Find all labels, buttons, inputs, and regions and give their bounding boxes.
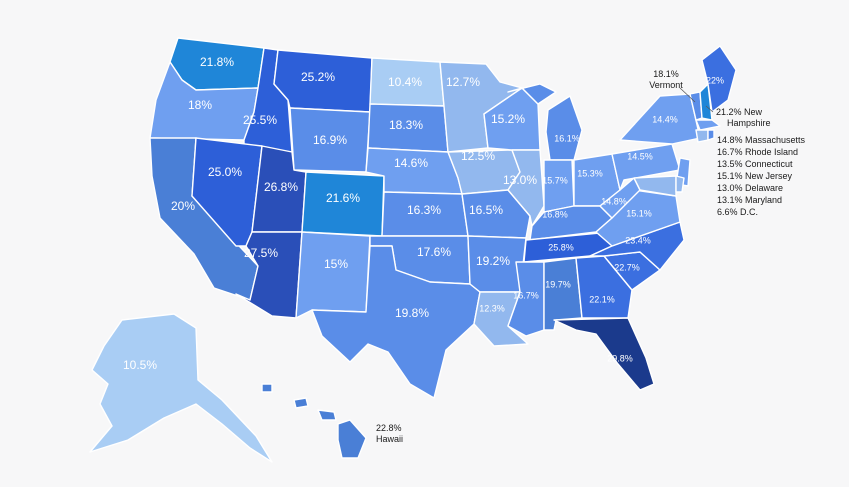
label-mo: 16.5% (469, 203, 503, 217)
label-fl: 29.8% (607, 353, 633, 363)
label-tn: 25.8% (548, 242, 574, 252)
label-ks: 16.3% (407, 203, 441, 217)
state-hi-1 (261, 383, 273, 393)
state-mi-upper (507, 83, 557, 105)
label-la: 12.3% (479, 303, 505, 313)
label-pa: 14.5% (627, 151, 653, 161)
label-ny: 14.4% (652, 114, 678, 124)
state-nm (295, 231, 371, 319)
annotation-list-4: 13.0% Delaware (717, 183, 783, 193)
label-mi: 16.1% (554, 133, 580, 143)
state-me (701, 45, 737, 113)
label-ut: 26.8% (264, 180, 298, 194)
state-hi-2 (293, 397, 309, 409)
annotation-hawaii-name: Hawaii (376, 434, 403, 444)
state-fl (553, 317, 655, 391)
state-hi-3 (317, 409, 337, 421)
label-co: 21.6% (326, 191, 360, 205)
annotation-list-2: 13.5% Connecticut (717, 159, 793, 169)
label-va: 15.1% (626, 208, 652, 218)
annotation-list-3: 15.1% New Jersey (717, 171, 793, 181)
leader-nh (705, 105, 714, 113)
leader-lines (679, 87, 714, 113)
state-shapes (89, 37, 737, 463)
label-in: 15.7% (542, 175, 568, 185)
label-ak: 10.5% (123, 358, 157, 372)
label-me: 22% (706, 75, 724, 85)
label-ky: 16.8% (542, 209, 568, 219)
label-tx: 19.8% (395, 306, 429, 320)
label-nd: 10.4% (388, 75, 422, 89)
label-wi: 15.2% (491, 112, 525, 126)
label-az: 27.5% (244, 246, 278, 260)
state-az (235, 231, 303, 319)
annotation-vermont-name: Vermont (649, 80, 683, 90)
label-sd: 18.3% (389, 118, 423, 132)
state-ct (695, 129, 709, 143)
annotation-list-6: 6.6% D.C. (717, 207, 758, 217)
state-ri (707, 129, 715, 141)
label-ms: 16.7% (513, 290, 539, 300)
label-ca: 20% (171, 199, 195, 213)
state-pa (611, 143, 681, 191)
annotation-list-0: 14.8% Massachusetts (717, 135, 806, 145)
label-mn: 12.7% (446, 75, 480, 89)
state-hi-4 (337, 419, 367, 459)
label-ar: 19.2% (476, 254, 510, 268)
state-ak (89, 313, 273, 463)
label-sc: 22.7% (614, 262, 640, 272)
label-wy: 16.9% (313, 133, 347, 147)
label-mt: 25.2% (301, 70, 335, 84)
annotation-vermont-value: 18.1% (653, 69, 679, 79)
label-nc: 23.4% (625, 235, 651, 245)
annotations: 18.1% Vermont 21.2% New Hampshire 14.8% … (376, 69, 806, 444)
leader-vermont (679, 87, 696, 103)
state-ma (695, 119, 721, 131)
annotation-hawaii-value: 22.8% (376, 423, 402, 433)
label-al: 19.7% (545, 279, 571, 289)
label-ia: 12.5% (461, 149, 495, 163)
label-oh: 15.3% (577, 168, 603, 178)
label-nm: 15% (324, 257, 348, 271)
state-in (543, 159, 575, 213)
state-tx (311, 245, 481, 399)
state-labels: 21.8% 18% 20% 25.5% 25.0% 25.2% 16.9% 26… (123, 55, 724, 372)
label-nv: 25.0% (208, 165, 242, 179)
state-il (507, 149, 545, 227)
label-ne: 14.6% (394, 156, 428, 170)
label-wv: 14.8% (601, 196, 627, 206)
state-mo (461, 189, 531, 239)
state-md (633, 175, 677, 197)
annotation-list-1: 16.7% Rhode Island (717, 147, 798, 157)
annotation-list-5: 13.1% Maryland (717, 195, 782, 205)
label-or: 18% (188, 98, 212, 112)
label-il: 13.0% (503, 173, 537, 187)
label-wa: 21.8% (200, 55, 234, 69)
annotation-nh-value: 21.2% New (716, 107, 763, 117)
label-id: 25.5% (243, 113, 277, 127)
label-ok: 17.6% (417, 245, 451, 259)
state-de (675, 175, 685, 193)
annotation-nh-name: Hampshire (727, 118, 771, 128)
label-ga: 22.1% (589, 294, 615, 304)
